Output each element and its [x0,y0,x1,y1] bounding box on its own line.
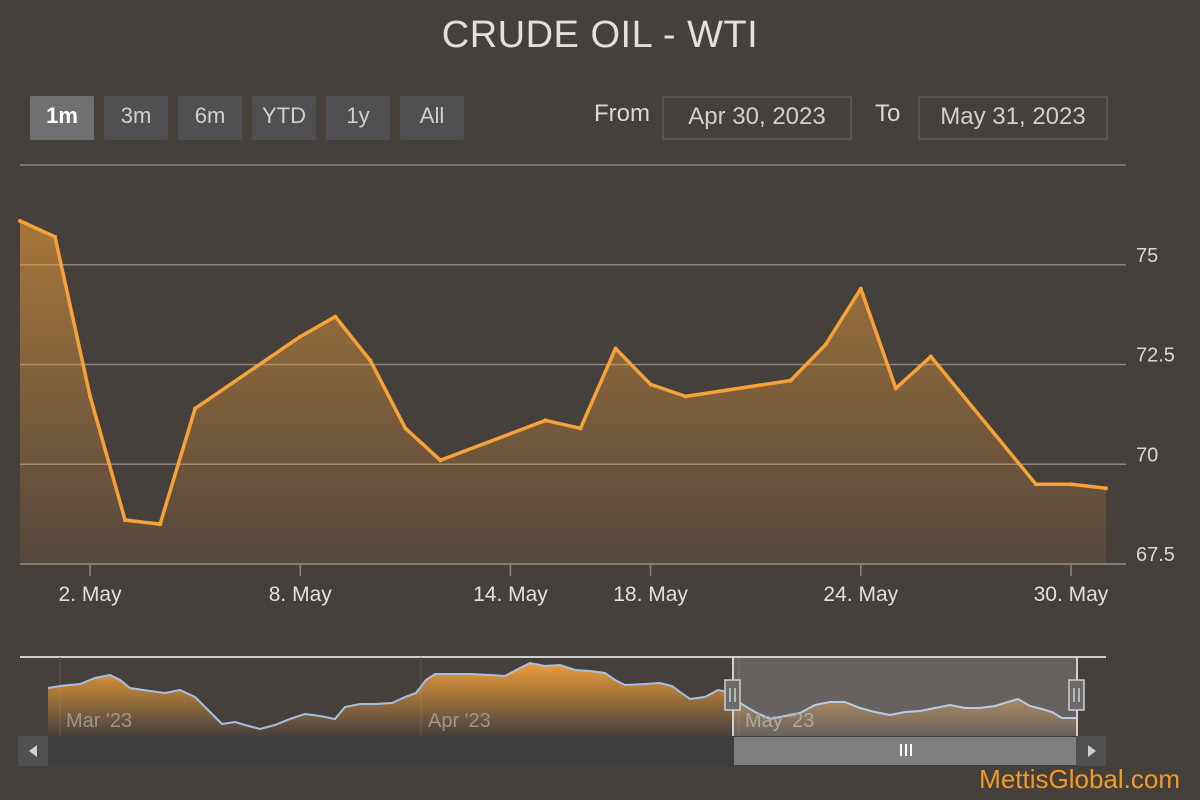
x-tick-label: 8. May [269,583,333,606]
navigator-selection[interactable] [732,656,1078,738]
data-point[interactable] [18,218,22,223]
navigator-label-mar: Mar '23 [66,710,132,732]
watermark: MettisGlobal.com [979,764,1180,794]
data-point[interactable] [1033,482,1038,487]
x-tick-label: 18. May [613,583,688,606]
data-point[interactable] [1104,486,1108,491]
range-button-all[interactable]: All [400,96,464,140]
data-point[interactable] [788,378,793,383]
navigator-handle-right[interactable] [1068,679,1085,711]
data-point[interactable] [823,342,828,347]
data-point[interactable] [613,346,618,351]
data-point[interactable] [438,458,443,463]
series-line [19,219,1107,526]
navigator-label-may: May '23 [745,710,814,732]
to-label: To [875,100,901,127]
data-point[interactable] [403,426,408,431]
data-point[interactable] [88,394,93,399]
x-tick-label: 2. May [59,583,123,606]
data-point[interactable] [158,522,163,527]
data-point[interactable] [858,286,863,291]
to-date-input[interactable]: May 31, 2023 [918,96,1108,140]
scrollbar[interactable] [18,736,1106,766]
y-tick-label: 70 [1136,444,1158,466]
arrow-right-icon [1088,745,1096,757]
range-button-ytd[interactable]: YTD [252,96,316,140]
range-button-1y[interactable]: 1y [326,96,390,140]
data-point[interactable] [543,418,548,423]
y-tick-label: 75 [1136,245,1158,267]
range-button-6m[interactable]: 6m [178,96,242,140]
navigator-area [48,663,1076,736]
data-point[interactable] [648,382,653,387]
navigator-handle-left[interactable] [724,679,741,711]
data-point[interactable] [1068,482,1073,487]
data-point[interactable] [683,394,688,399]
x-tick-label: 14. May [473,583,548,606]
data-point[interactable] [928,354,933,359]
range-button-3m[interactable]: 3m [104,96,168,140]
x-tick-label: 30. May [1034,583,1109,606]
data-point[interactable] [193,406,198,411]
from-label: From [594,100,650,127]
data-point[interactable] [368,358,373,363]
data-point[interactable] [123,518,128,523]
series-area [20,220,1106,564]
y-tick-label: 67.5 [1136,544,1175,566]
chart-title: CRUDE OIL - WTI [441,14,759,56]
y-tick-label: 72.5 [1136,345,1175,367]
data-point[interactable] [333,314,338,319]
navigator[interactable]: Mar '23 Apr '23 May '23 [20,656,1106,738]
data-point[interactable] [578,426,583,431]
data-point[interactable] [53,234,58,239]
data-point[interactable] [298,334,303,339]
arrow-left-icon [29,745,37,757]
x-tick-label: 24. May [823,583,898,606]
data-point[interactable] [893,386,898,391]
range-button-1m[interactable]: 1m [30,96,94,140]
navigator-line [47,661,1076,731]
from-date-input[interactable]: Apr 30, 2023 [662,96,852,140]
navigator-label-apr: Apr '23 [428,710,491,732]
